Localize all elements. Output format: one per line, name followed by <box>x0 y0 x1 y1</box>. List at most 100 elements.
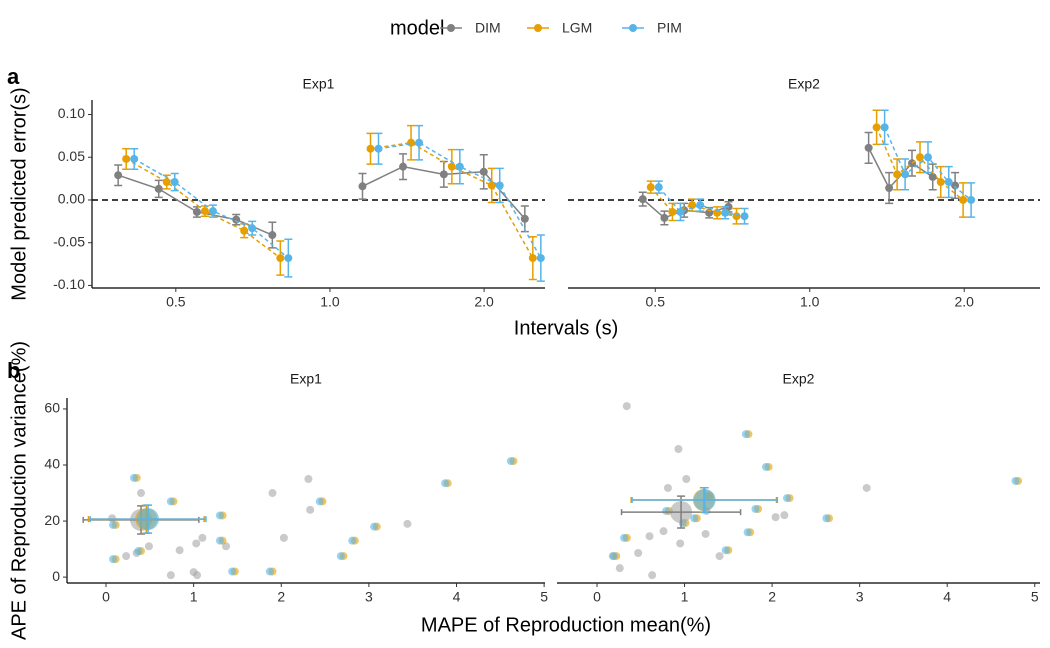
point <box>885 184 894 193</box>
point <box>495 181 504 190</box>
y-tick-label: -0.05 <box>53 233 85 249</box>
point <box>130 154 139 163</box>
point <box>822 514 831 523</box>
point <box>415 138 424 147</box>
point <box>780 511 789 520</box>
point <box>743 528 752 537</box>
point <box>634 549 643 558</box>
y-axis-title: APE of Reproduction variance(%) <box>8 341 30 640</box>
point <box>166 571 175 580</box>
point <box>268 489 277 498</box>
point <box>622 402 631 411</box>
point <box>782 494 791 503</box>
point <box>455 162 464 171</box>
point <box>315 497 324 506</box>
point <box>399 162 408 171</box>
point <box>676 207 685 216</box>
x-axis-title: MAPE of Reproduction mean(%) <box>421 614 711 636</box>
point <box>200 207 209 216</box>
x-axis-title: Intervals (s) <box>514 317 618 339</box>
point <box>215 536 224 545</box>
point <box>751 505 760 513</box>
point <box>122 552 131 561</box>
panel-tag: b <box>7 358 20 383</box>
point <box>276 254 285 263</box>
point <box>232 215 241 224</box>
point <box>880 123 889 132</box>
y-tick-label: 0.10 <box>58 105 85 121</box>
point <box>240 226 249 235</box>
point <box>662 506 671 515</box>
point <box>358 182 367 191</box>
legend-dot <box>534 24 542 32</box>
point <box>265 567 274 576</box>
strip-label: Exp2 <box>783 371 815 387</box>
point <box>715 552 724 561</box>
point <box>740 212 749 221</box>
point <box>403 519 412 528</box>
x-tick-label: 3 <box>365 589 373 605</box>
point <box>130 473 139 482</box>
point <box>690 514 699 523</box>
point <box>166 497 175 506</box>
point <box>741 430 750 439</box>
point <box>771 513 780 522</box>
point <box>928 172 937 181</box>
legend-label: DIM <box>475 20 501 36</box>
point <box>479 167 488 176</box>
point <box>134 547 143 556</box>
point <box>620 533 629 542</box>
point <box>528 254 537 263</box>
point <box>648 571 657 580</box>
series-line <box>658 186 745 217</box>
point <box>915 153 924 162</box>
point <box>114 171 123 180</box>
point <box>732 212 741 221</box>
point <box>306 505 315 514</box>
point <box>208 207 217 216</box>
point <box>122 154 131 163</box>
x-tick-label: 4 <box>943 589 951 605</box>
strip-label: Exp2 <box>788 76 820 92</box>
point <box>638 195 647 204</box>
point <box>192 539 201 548</box>
x-tick-label: 1.0 <box>320 294 340 310</box>
y-error-bar <box>700 486 709 514</box>
point <box>192 207 201 216</box>
y-axis-title: Model predicted error(s) <box>8 87 30 300</box>
x-tick-label: 1 <box>681 589 689 605</box>
point <box>215 511 224 520</box>
point <box>701 529 710 538</box>
point <box>370 522 379 531</box>
legend-dot <box>629 24 637 32</box>
point <box>441 479 450 488</box>
point <box>645 532 654 541</box>
point <box>615 564 624 573</box>
point <box>284 254 293 263</box>
y-tick-label: 20 <box>44 512 60 528</box>
point <box>198 533 207 542</box>
point <box>959 195 968 204</box>
x-tick-label: 1.0 <box>800 294 820 310</box>
point <box>936 178 945 187</box>
point <box>659 527 668 536</box>
point <box>279 533 288 542</box>
point <box>109 555 118 564</box>
x-tick-label: 0.5 <box>646 294 666 310</box>
point <box>688 201 697 210</box>
y-tick-label: -0.10 <box>53 276 85 292</box>
point <box>864 143 873 152</box>
legend-title: model <box>390 17 444 39</box>
strip-label: Exp1 <box>290 371 322 387</box>
point <box>268 231 277 240</box>
point <box>175 546 184 555</box>
point <box>646 183 655 192</box>
legend-dot <box>447 24 455 32</box>
point <box>893 170 902 179</box>
point <box>374 144 383 153</box>
point <box>162 178 171 187</box>
x-tick-label: 5 <box>540 589 548 605</box>
point <box>144 542 153 551</box>
point <box>923 153 932 162</box>
y-tick-label: 0 <box>52 568 60 584</box>
